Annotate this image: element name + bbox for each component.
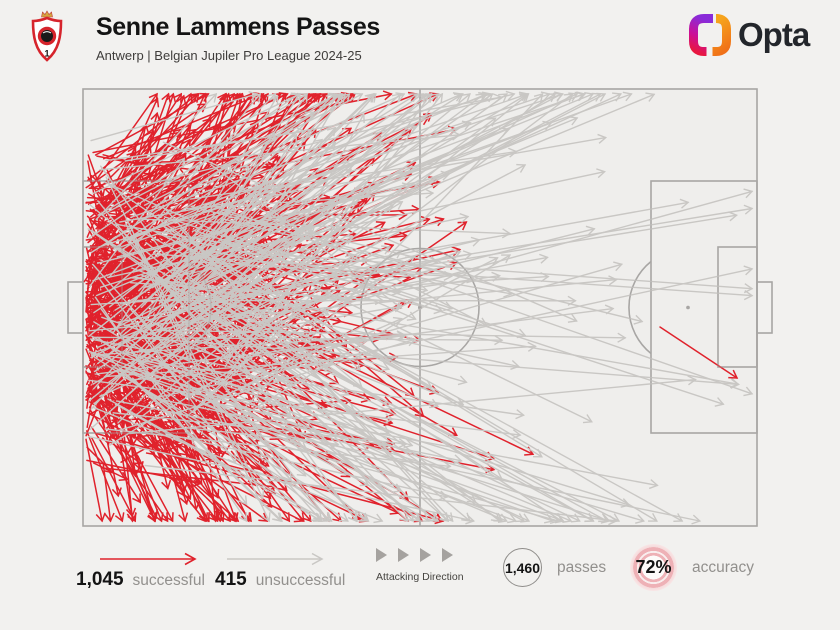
accuracy-stat: 72% accuracy bbox=[630, 544, 754, 591]
accuracy-value: 72% bbox=[635, 557, 672, 577]
attacking-direction-triangle bbox=[442, 548, 453, 562]
attacking-direction-triangle bbox=[398, 548, 409, 562]
crest-ball-icon bbox=[41, 30, 53, 42]
page-title: Senne Lammens Passes bbox=[96, 13, 380, 41]
attacking-direction-triangle bbox=[420, 548, 431, 562]
legend: 1,045 successful 415 unsuccessful Attackin… bbox=[0, 540, 840, 600]
opta-wordmark: Opta bbox=[738, 16, 810, 53]
pass-arrows bbox=[83, 90, 754, 526]
passes-label: passes bbox=[557, 558, 607, 576]
header: 1 Senne Lammens Passes Antwerp | Belgian… bbox=[0, 0, 840, 78]
opta-logo: Opta bbox=[688, 13, 810, 57]
accuracy-badge: 72% bbox=[630, 544, 677, 591]
attacking-direction-icon bbox=[376, 546, 464, 564]
title-block: Senne Lammens Passes Antwerp | Belgian J… bbox=[96, 13, 380, 63]
unsuccessful-label: unsuccessful bbox=[255, 572, 346, 589]
successful-label: successful bbox=[132, 572, 205, 589]
successful-arrow-icon bbox=[100, 552, 197, 566]
unsuccessful-value: 415 bbox=[215, 569, 247, 590]
legend-unsuccessful: 415 unsuccessful bbox=[215, 550, 345, 591]
unsuccessful-arrow-icon bbox=[227, 552, 324, 566]
opta-logo-icon bbox=[689, 14, 731, 56]
attacking-direction: Attacking Direction bbox=[376, 546, 464, 583]
club-crest-icon: 1 bbox=[31, 10, 63, 62]
attacking-direction-triangle bbox=[376, 548, 387, 562]
attacking-direction-label: Attacking Direction bbox=[376, 571, 464, 583]
accuracy-label: accuracy bbox=[692, 558, 755, 576]
legend-successful: 1,045 successful bbox=[76, 550, 208, 591]
successful-value: 1,045 bbox=[76, 569, 124, 590]
crest-crown-icon bbox=[41, 10, 53, 18]
crest-number: 1 bbox=[44, 49, 49, 59]
passes-circle: 1,460 bbox=[503, 548, 542, 587]
page-subtitle: Antwerp | Belgian Jupiler Pro League 202… bbox=[96, 48, 362, 63]
passes-stat: 1,460 passes bbox=[503, 548, 606, 587]
passes-value: 1,460 bbox=[504, 559, 541, 576]
